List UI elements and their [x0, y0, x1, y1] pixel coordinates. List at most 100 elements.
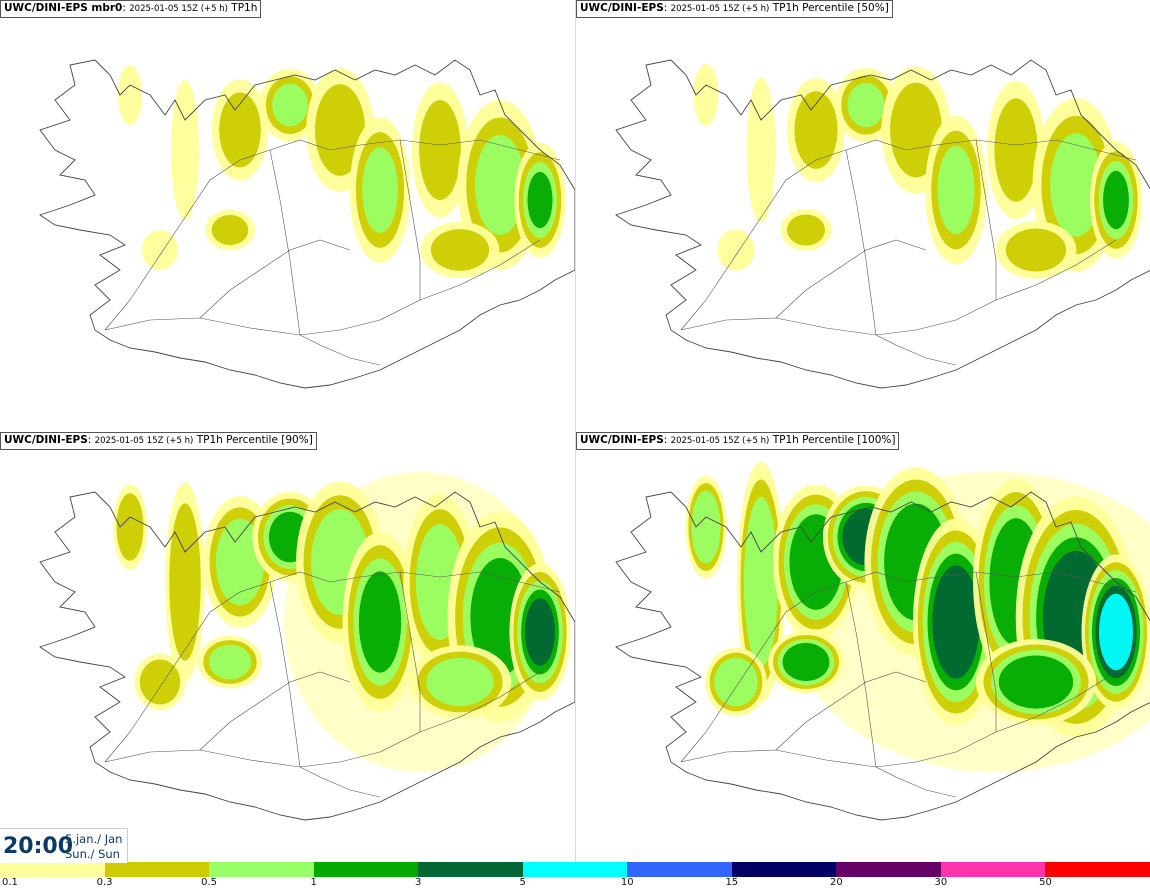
colorbar-segment — [0, 862, 105, 877]
precip-field — [118, 65, 566, 279]
precip-contour — [430, 229, 490, 271]
precip-contour — [998, 655, 1074, 709]
precip-field — [693, 63, 1143, 279]
precip-contour — [890, 82, 942, 178]
precip-contour — [169, 503, 201, 661]
valid-time-box: 20:00 5.jan./ Jan Sun./ Sun — [0, 828, 128, 863]
precip-contour — [426, 657, 494, 707]
road-line — [299, 334, 381, 366]
map-panel-p90: UWC/DINI-EPS: 2025-01-05 15Z (+5 h) TP1h… — [0, 432, 575, 862]
colorbar-tick-label: 3 — [414, 877, 422, 888]
precip-contour — [847, 82, 885, 128]
valid-date: 5.jan./ Jan — [65, 832, 123, 846]
panel-title: UWC/DINI-EPS: 2025-01-05 15Z (+5 h) TP1h… — [576, 0, 893, 18]
precip-contour — [139, 659, 181, 705]
precip-contour — [717, 229, 755, 271]
coastline — [38, 59, 575, 389]
panel-title: UWC/DINI-EPS: 2025-01-05 15Z (+5 h) TP1h… — [0, 432, 317, 450]
coastline — [614, 491, 1150, 821]
precip-map — [614, 462, 1150, 821]
precip-field — [113, 472, 571, 772]
precip-contour — [211, 215, 249, 245]
road-line — [845, 581, 877, 768]
precip-contour — [525, 598, 555, 666]
road-line — [680, 239, 1117, 336]
precip-contour — [116, 493, 144, 561]
map-panel-p50: UWC/DINI-EPS: 2025-01-05 15Z (+5 h) TP1h… — [576, 0, 1150, 430]
coastline — [38, 491, 575, 821]
road-line — [104, 239, 541, 336]
precip-contour — [118, 65, 142, 125]
precip-map — [38, 59, 575, 389]
iceland-outline — [38, 59, 575, 389]
precip-contour — [475, 135, 525, 235]
iceland-outline — [614, 491, 1150, 821]
road-line — [875, 334, 957, 366]
precip-contour — [215, 518, 265, 606]
colorbar-tick-label: 0.3 — [96, 877, 113, 888]
colorbar-segment — [731, 862, 837, 877]
road-line — [104, 571, 561, 763]
precip-contour — [744, 497, 778, 667]
precip-contour — [171, 80, 199, 220]
colorbar-tick-label: 0.5 — [201, 877, 218, 888]
map-panel-p100: UWC/DINI-EPS: 2025-01-05 15Z (+5 h) TP1h… — [576, 432, 1150, 862]
precip-contour — [1103, 170, 1129, 230]
colorbar-segment — [418, 862, 523, 877]
precip-contour — [937, 145, 975, 235]
precip-contour — [272, 83, 308, 127]
road-line — [845, 149, 877, 336]
road-line — [269, 581, 301, 768]
precip-contour — [419, 100, 461, 200]
valid-time: 20:00 — [3, 834, 74, 859]
colorbar-tick-label: 50 — [1039, 877, 1052, 888]
road-line — [104, 139, 561, 331]
colorbar-tick-label: 0.1 — [2, 877, 18, 888]
precip-field — [685, 462, 1150, 772]
road-line — [399, 139, 421, 300]
colorbar-segment — [313, 862, 419, 877]
colorbar-segment — [836, 862, 941, 877]
road-line — [975, 139, 997, 300]
colorbar-tick-label: 1 — [310, 877, 317, 888]
road-line — [299, 766, 381, 798]
road-line — [680, 571, 1137, 763]
colorbar-segment — [940, 862, 1046, 877]
road-line — [199, 671, 351, 751]
road-line — [775, 671, 927, 751]
colorbar-segment — [522, 862, 628, 877]
precip-contour — [358, 571, 402, 673]
road-line — [104, 671, 541, 768]
colorbar-tick-label: 20 — [829, 877, 843, 888]
colorbar-segment — [104, 862, 210, 877]
precip-contour — [527, 171, 553, 229]
precip-contour — [693, 63, 719, 127]
colorbar-tick-label: 15 — [725, 877, 739, 888]
colorbar-segment — [1045, 862, 1150, 877]
road-line — [680, 139, 1137, 331]
panel-divider — [575, 0, 576, 862]
precip-contour — [746, 77, 776, 223]
iceland-outline — [38, 491, 575, 821]
precip-contour — [1099, 593, 1133, 671]
precip-contour — [142, 230, 178, 270]
precip-contour — [714, 657, 758, 707]
precip-contour — [932, 565, 980, 679]
precip-contour — [782, 642, 830, 682]
precip-contour — [219, 92, 261, 168]
road-line — [975, 571, 997, 732]
valid-weekday: Sun./ Sun — [65, 847, 120, 861]
colorbar-tick-label: 10 — [620, 877, 634, 888]
road-line — [680, 671, 1117, 768]
colorbar-tick-label: 30 — [934, 877, 948, 888]
colorbar-segment — [627, 862, 732, 877]
precip-contour — [794, 91, 838, 169]
precip-colorbar — [0, 862, 1150, 877]
precip-contour — [787, 214, 825, 246]
panel-title: UWC/DINI-EPS mbr0: 2025-01-05 15Z (+5 h)… — [0, 0, 262, 18]
precip-contour — [691, 490, 721, 564]
road-line — [399, 571, 421, 732]
colorbar-segment — [209, 862, 314, 877]
precip-contour — [315, 84, 365, 176]
colorbar-labels: 0.1 0.3 0.5 1 3 5 10 15 20 30 50 — [0, 877, 1150, 891]
